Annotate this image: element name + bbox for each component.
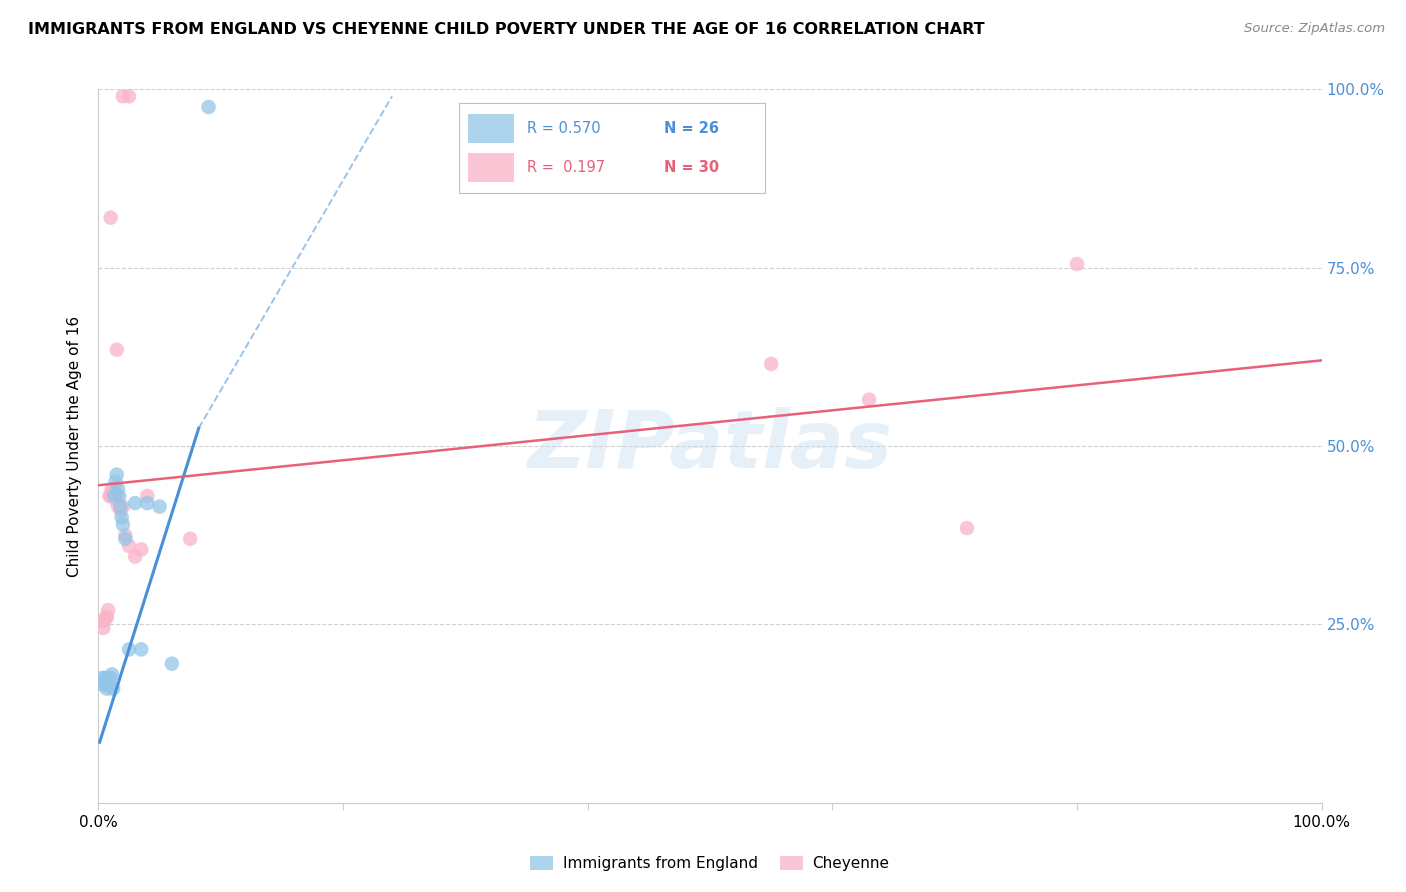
Point [1066, 257, 1088, 271]
Point [101, 482, 124, 496]
Point [96, 681, 118, 696]
Point [91, 614, 114, 628]
Point [179, 532, 201, 546]
Point [160, 657, 183, 671]
Point [107, 500, 129, 514]
Point [111, 510, 134, 524]
Point [98, 674, 121, 689]
Point [197, 100, 219, 114]
Point [103, 485, 125, 500]
Point [136, 489, 159, 503]
Point [108, 489, 131, 503]
Point [124, 549, 146, 564]
Point [98, 489, 121, 503]
Point [129, 542, 152, 557]
Point [104, 475, 127, 489]
Point [91, 678, 114, 692]
Point [100, 211, 122, 225]
Point [105, 467, 128, 482]
Point [110, 500, 132, 514]
Point [103, 489, 125, 503]
Point [105, 343, 128, 357]
Point [93, 674, 115, 689]
Point [118, 642, 141, 657]
Point [956, 521, 979, 535]
Point [91, 621, 114, 635]
Y-axis label: Child Poverty Under the Age of 16: Child Poverty Under the Age of 16 [67, 316, 83, 576]
Point [111, 89, 134, 103]
Point [97, 603, 120, 617]
Point [104, 492, 127, 507]
Point [91, 671, 114, 685]
Point [111, 500, 134, 514]
Point [129, 642, 152, 657]
Point [101, 482, 124, 496]
Point [858, 392, 880, 407]
Point [100, 489, 122, 503]
Point [94, 671, 117, 685]
Point [118, 89, 141, 103]
Point [136, 496, 159, 510]
Text: Source: ZipAtlas.com: Source: ZipAtlas.com [1244, 22, 1385, 36]
Point [110, 503, 132, 517]
Point [111, 517, 134, 532]
Point [114, 528, 136, 542]
Point [105, 489, 128, 503]
Point [114, 532, 136, 546]
Point [101, 681, 124, 696]
Point [96, 610, 118, 624]
Point [93, 614, 115, 628]
Point [149, 500, 172, 514]
Text: ZIPatlas: ZIPatlas [527, 407, 893, 485]
Point [118, 539, 141, 553]
Point [107, 482, 129, 496]
Point [94, 610, 117, 624]
Point [97, 678, 120, 692]
Point [761, 357, 783, 371]
Point [100, 671, 122, 685]
Text: IMMIGRANTS FROM ENGLAND VS CHEYENNE CHILD POVERTY UNDER THE AGE OF 16 CORRELATIO: IMMIGRANTS FROM ENGLAND VS CHEYENNE CHIL… [28, 22, 984, 37]
Point [101, 667, 124, 681]
Legend: Immigrants from England, Cheyenne: Immigrants from England, Cheyenne [524, 850, 896, 877]
Point [124, 496, 146, 510]
